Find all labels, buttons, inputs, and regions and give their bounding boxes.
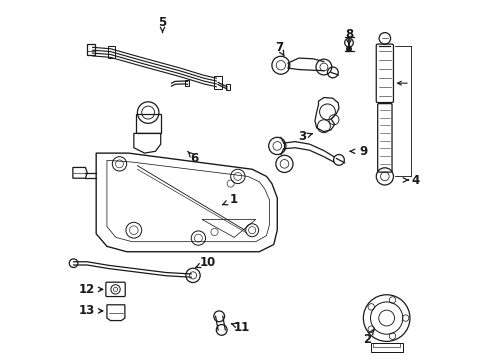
Text: 13: 13: [79, 305, 96, 318]
Text: 6: 6: [191, 152, 199, 165]
Bar: [225, 84, 230, 90]
Text: 5: 5: [158, 16, 167, 29]
Text: 11: 11: [233, 320, 249, 333]
Text: 4: 4: [411, 174, 419, 186]
Bar: [136, 114, 161, 134]
Bar: [108, 46, 115, 58]
Text: 3: 3: [298, 130, 306, 144]
Text: 1: 1: [230, 193, 238, 206]
Bar: [370, 343, 403, 352]
Text: 8: 8: [345, 28, 353, 41]
Text: 2: 2: [363, 333, 371, 346]
Text: 9: 9: [359, 145, 368, 158]
Bar: [87, 44, 95, 55]
Text: 7: 7: [275, 41, 283, 54]
Text: 10: 10: [199, 256, 216, 269]
Bar: [373, 343, 400, 347]
Bar: [185, 80, 190, 86]
Circle shape: [346, 46, 352, 52]
Bar: [214, 76, 222, 89]
Text: 12: 12: [79, 283, 96, 296]
